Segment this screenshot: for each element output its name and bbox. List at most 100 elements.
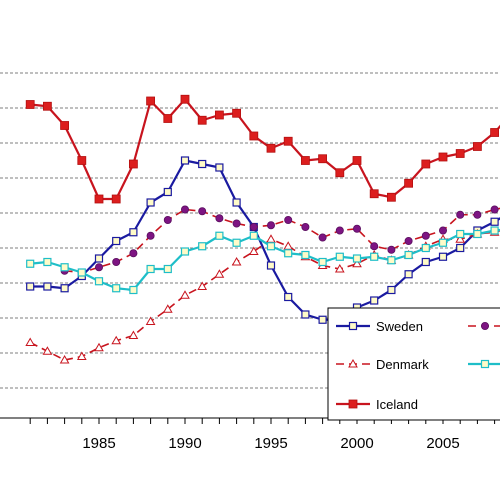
data-point (94, 277, 104, 286)
data-point (60, 263, 69, 272)
data-point (490, 217, 499, 226)
series-sweden (26, 156, 500, 324)
data-point (455, 149, 465, 158)
data-point (129, 228, 138, 237)
data-point (197, 115, 207, 125)
data-point (490, 205, 499, 214)
data-point (266, 234, 276, 243)
series-unlabeled-1 (60, 205, 500, 277)
series-line (30, 98, 500, 201)
data-point (438, 238, 448, 247)
data-point (180, 290, 190, 299)
data-point (198, 242, 207, 251)
data-point (77, 268, 86, 277)
series-line (64, 207, 500, 274)
data-point (25, 100, 35, 109)
data-point (370, 296, 379, 305)
data-point (197, 281, 208, 290)
data-point (301, 222, 310, 231)
data-point (214, 269, 225, 278)
data-point (404, 178, 414, 188)
data-point (95, 263, 104, 272)
data-point (473, 229, 482, 239)
data-point (335, 226, 344, 235)
legend-label: Iceland (376, 397, 418, 412)
data-point (456, 243, 465, 253)
data-point (318, 315, 327, 324)
data-point (335, 252, 344, 261)
legend-item: Sweden (336, 319, 423, 334)
data-point (404, 270, 413, 279)
data-point (335, 168, 345, 178)
legend-swatch-marker (480, 359, 490, 369)
data-point (301, 250, 310, 260)
data-point (421, 231, 430, 240)
data-point (438, 252, 448, 261)
data-point (26, 282, 35, 291)
data-point (490, 128, 500, 137)
data-point (266, 143, 276, 153)
data-point (387, 285, 396, 295)
data-point (60, 284, 69, 293)
data-point (163, 264, 172, 274)
data-point (128, 330, 139, 339)
legend-swatch-marker (348, 399, 358, 409)
legend-label: Denmark (376, 357, 429, 372)
data-point (387, 245, 396, 254)
data-point (180, 247, 190, 256)
data-point (59, 354, 70, 364)
data-point (352, 258, 362, 268)
data-point (77, 156, 87, 165)
x-tick-label: 1990 (168, 435, 201, 452)
data-point (43, 282, 52, 291)
data-point (231, 256, 242, 266)
data-point (456, 210, 465, 219)
data-point (146, 96, 156, 106)
data-point (215, 163, 224, 172)
data-point (318, 233, 327, 242)
data-point (490, 226, 499, 235)
data-point (318, 257, 327, 267)
data-point (180, 205, 189, 214)
legend-item (468, 321, 500, 330)
data-point (370, 252, 379, 261)
data-point (249, 222, 258, 231)
data-point (111, 194, 121, 204)
data-point (198, 159, 207, 169)
legend-swatch-marker (348, 358, 358, 368)
series-iceland (25, 94, 500, 204)
series-lines (25, 94, 500, 364)
data-point (370, 242, 379, 251)
data-point (180, 156, 190, 165)
data-point (145, 316, 156, 325)
data-point (232, 238, 241, 247)
data-point (112, 284, 121, 293)
data-point (300, 156, 310, 165)
data-point (369, 189, 379, 199)
data-point (26, 259, 35, 268)
data-point (76, 351, 87, 360)
data-point (232, 108, 242, 118)
x-tick-label: 1995 (254, 435, 287, 452)
data-point (284, 292, 293, 302)
data-point (248, 246, 259, 255)
x-axis: 198519901995200020052010 (0, 417, 500, 452)
data-point (284, 215, 293, 224)
data-point (94, 342, 104, 352)
data-point (180, 94, 190, 104)
data-point (112, 257, 121, 266)
data-point (249, 131, 259, 141)
data-point (111, 335, 122, 345)
data-point (318, 154, 328, 164)
data-point (438, 226, 447, 235)
data-point (198, 207, 207, 216)
data-point (42, 346, 53, 355)
legend-label: Sweden (376, 319, 423, 334)
data-point (473, 210, 482, 219)
data-point (334, 263, 345, 273)
legend-item: Denmark (336, 357, 429, 372)
data-point (472, 142, 482, 151)
data-point (352, 156, 362, 165)
data-point (215, 214, 224, 223)
data-point (232, 219, 241, 228)
